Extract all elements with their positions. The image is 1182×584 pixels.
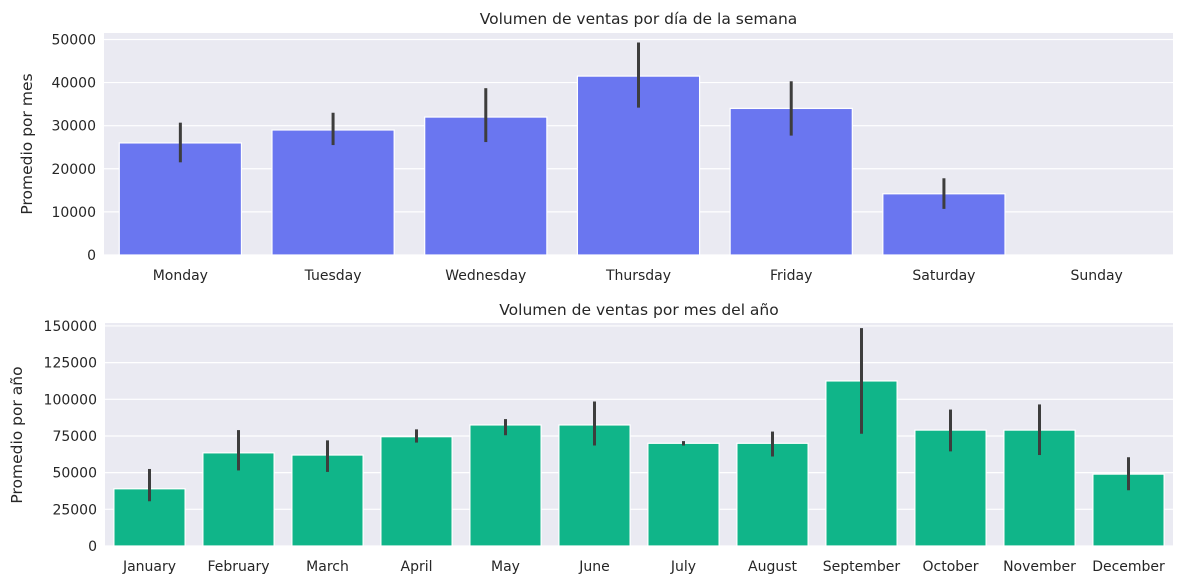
monthly-y-tick-label: 100000 [44, 392, 97, 408]
weekday-y-tick-label: 20000 [51, 162, 96, 178]
weekday-x-tick-label: Saturday [912, 268, 975, 284]
weekday-x-tick-labels: Monday Tuesday Wednesday Thursday Friday Satu… [153, 268, 1123, 284]
weekday-x-tick-label: Tuesday [304, 268, 362, 284]
weekday-sales-chart: 0 10000 20000 30000 40000 50000 Monday Tuesday… [18, 10, 1173, 284]
monthly-x-tick-label: December [1092, 559, 1165, 575]
monthly-y-tick-label: 75000 [52, 429, 97, 445]
monthly-x-tick-label: June [578, 559, 610, 575]
monthly-x-tick-label: April [401, 559, 433, 575]
weekday-y-tick-label: 50000 [51, 32, 96, 48]
monthly-y-tick-label: 25000 [52, 502, 97, 518]
monthly-y-tick-label: 0 [88, 539, 97, 555]
weekday-x-tick-label: Friday [770, 268, 812, 284]
monthly-y-tick-labels: 0 25000 50000 75000 100000 125000 150000 [44, 319, 97, 555]
monthly-x-tick-label: August [748, 559, 798, 575]
monthly-x-tick-label: September [823, 559, 901, 575]
weekday-y-tick-label: 40000 [51, 76, 96, 92]
monthly-x-tick-label: November [1003, 559, 1076, 575]
monthly-x-tick-label: January [122, 559, 176, 575]
monthly-y-tick-label: 150000 [44, 319, 97, 335]
monthly-bar-july [647, 442, 720, 547]
weekday-y-axis-label: Promedio por mes [18, 73, 36, 214]
monthly-gridlines [105, 325, 1173, 547]
monthly-x-tick-labels: January February March April May June July Augu… [122, 559, 1165, 575]
weekday-x-tick-label: Wednesday [445, 268, 526, 284]
monthly-y-axis-label: Promedio por año [8, 366, 26, 503]
weekday-error-bars [178, 42, 946, 209]
monthly-x-tick-label: May [491, 559, 520, 575]
weekday-chart-title: Volumen de ventas por día de la semana [480, 10, 798, 28]
monthly-y-tick-label: 125000 [44, 356, 97, 372]
monthly-bar-august [736, 442, 809, 547]
monthly-x-tick-label: February [207, 559, 269, 575]
monthly-y-tick-label: 50000 [52, 466, 97, 482]
monthly-x-tick-label: July [670, 559, 696, 575]
monthly-bar-april [380, 436, 453, 547]
monthly-sales-chart: 0 25000 50000 75000 100000 125000 150000 Janua… [8, 301, 1173, 575]
weekday-x-tick-label: Thursday [605, 268, 671, 284]
monthly-bar-may [469, 424, 542, 547]
weekday-bar-tuesday [271, 129, 395, 256]
monthly-x-tick-label: March [306, 559, 349, 575]
monthly-chart-title: Volumen de ventas por mes del año [499, 301, 778, 319]
weekday-y-tick-label: 30000 [51, 119, 96, 135]
monthly-error-bars [148, 328, 1130, 502]
monthly-bar-december [1092, 473, 1165, 547]
monthly-x-tick-label: October [922, 559, 978, 575]
weekday-x-tick-label: Monday [153, 268, 208, 284]
weekday-y-tick-label: 0 [87, 248, 96, 264]
weekday-y-tick-label: 10000 [51, 205, 96, 221]
monthly-bars [113, 380, 1165, 547]
weekday-x-tick-label: Sunday [1070, 268, 1122, 284]
weekday-y-tick-labels: 0 10000 20000 30000 40000 50000 [51, 32, 96, 264]
